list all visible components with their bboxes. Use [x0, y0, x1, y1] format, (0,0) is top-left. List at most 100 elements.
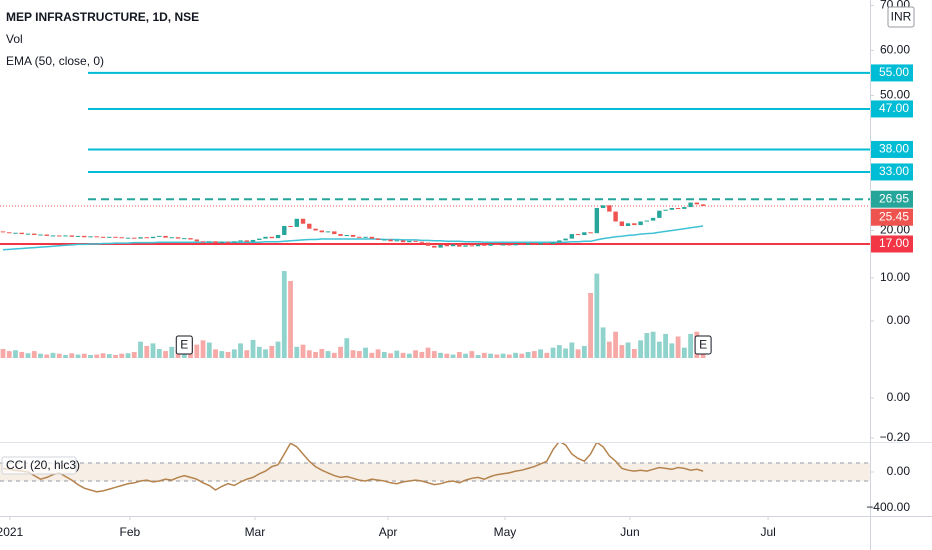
volume-bar: [213, 349, 218, 358]
candle-body: [382, 239, 387, 241]
volume-bar: [163, 351, 168, 358]
ema-label: EMA (50, close, 0): [6, 54, 104, 68]
x-tick-label: Jul: [760, 525, 775, 539]
volume-bar: [413, 350, 418, 358]
volume-bar: [325, 351, 331, 358]
volume-bar: [631, 348, 637, 358]
candle-body: [119, 237, 124, 239]
plot-area: [0, 71, 870, 358]
volume-bar: [281, 271, 287, 358]
volume-bar: [650, 331, 656, 358]
volume-bar: [94, 354, 100, 358]
candle-body: [307, 223, 312, 229]
candle-body: [482, 244, 487, 246]
candle-body: [219, 241, 224, 244]
candle-body: [457, 244, 462, 247]
axis-labels: 70.00 60.00 50.00 20.00 10.00 0.00 0.00 −0.20 0.…: [0, 0, 913, 539]
candle-body: [313, 228, 318, 231]
volume-bar: [419, 351, 425, 358]
volume-bar: [88, 354, 93, 358]
volume-bar: [525, 351, 531, 358]
x-tick-label: Jun: [620, 525, 639, 539]
candle-body: [450, 244, 456, 247]
price-label: 55.00: [879, 65, 909, 79]
currency-box[interactable]: [887, 6, 915, 28]
candle-body: [500, 244, 506, 246]
volume-bar: [31, 351, 37, 358]
volume-bar: [500, 353, 506, 358]
candle-body: [513, 243, 518, 246]
candle-body: [94, 236, 99, 238]
volume-bar: [131, 351, 137, 358]
candle-body: [507, 244, 512, 246]
volume-bar: [38, 353, 43, 358]
candle-body: [207, 241, 212, 243]
volume-bar: [594, 273, 600, 358]
candle-body: [175, 237, 181, 239]
volume-bar: [313, 351, 318, 358]
volume-bar: [50, 352, 56, 358]
volume-bar: [363, 347, 368, 358]
candle-body: [550, 242, 556, 244]
y-tick-label: 0.00: [887, 464, 911, 478]
candle-body: [375, 238, 381, 240]
volume-bar: [275, 341, 281, 358]
volume-bar: [169, 346, 175, 358]
candle-body: [100, 236, 106, 238]
candle-body: [682, 207, 687, 209]
candle-body: [213, 241, 218, 244]
volume-bar: [675, 336, 681, 358]
volume-bar: [488, 353, 493, 358]
volume-bar: [438, 352, 443, 358]
volume-bar: [431, 351, 437, 358]
candle-body: [169, 237, 174, 239]
volume-bar: [444, 353, 450, 358]
y-tick-label: 10.00: [880, 270, 910, 284]
volume-bar: [388, 353, 393, 358]
y-tick-label: 20.00: [880, 223, 910, 237]
volume-bar: [106, 354, 112, 358]
candle-body: [38, 234, 43, 236]
volume-bar: [200, 340, 206, 358]
candle-body: [432, 245, 437, 248]
volume-bar: [688, 333, 693, 358]
volume-bar: [256, 346, 262, 358]
volume-bar: [263, 349, 268, 358]
candle-body: [50, 235, 56, 237]
candle-body: [538, 243, 543, 245]
candle-body: [294, 218, 299, 227]
candle-body: [669, 207, 675, 210]
candle-body: [488, 243, 493, 246]
price-label-box: [871, 163, 913, 181]
candle-body: [319, 230, 324, 233]
y-tick-label: 50.00: [880, 88, 910, 102]
volume-bar: [538, 349, 543, 358]
candle-body: [257, 238, 262, 240]
volume-bar: [119, 353, 125, 358]
candle-body: [575, 234, 581, 236]
candle-body: [44, 234, 49, 236]
volume-bar: [381, 351, 387, 358]
volume-bar: [19, 351, 25, 358]
volume-bar: [331, 352, 337, 358]
volume-bar: [13, 350, 18, 358]
x-tick-label: Apr: [379, 525, 398, 539]
price-label-box: [871, 208, 913, 226]
candle-body: [19, 232, 24, 235]
currency-label[interactable]: INR: [891, 10, 912, 24]
volume-bar: [350, 350, 356, 358]
candle-body: [0, 231, 6, 233]
volume-bar: [606, 341, 612, 358]
volume-bar: [400, 352, 406, 358]
candle-body: [182, 238, 187, 240]
volume-bar: [6, 351, 12, 358]
earnings-marker: [175, 335, 193, 355]
volume-bar: [494, 354, 500, 358]
volume-bar: [369, 352, 375, 358]
volume-bar: [600, 327, 606, 358]
candle-body: [138, 237, 143, 239]
candle-body: [519, 243, 525, 245]
x-tick-label: 2021: [0, 525, 24, 539]
price-label: 25.45: [879, 209, 909, 223]
